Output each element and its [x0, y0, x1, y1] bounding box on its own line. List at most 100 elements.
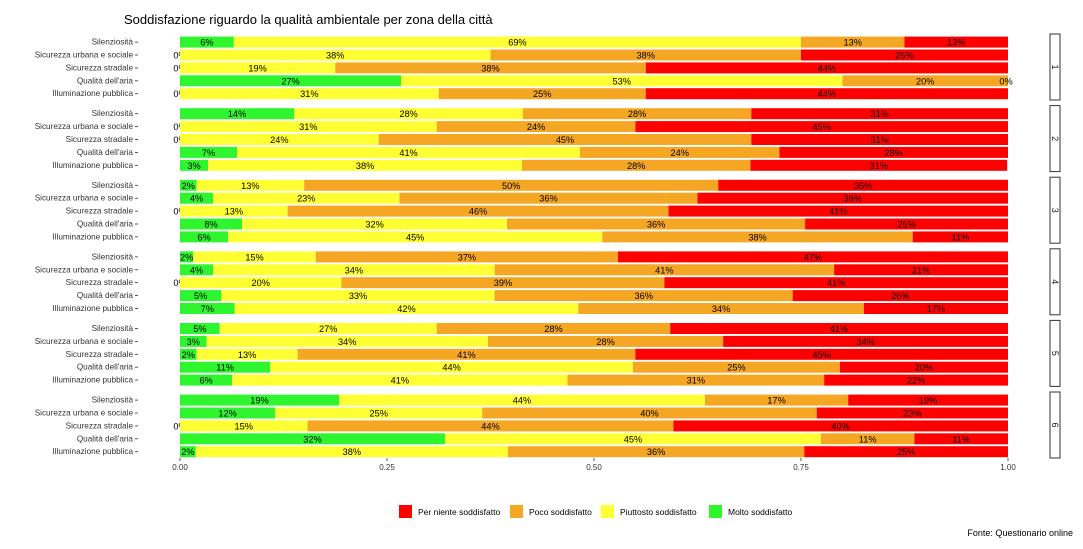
category-label-sicurezza-urbana-e-sociale: Sicurezza urbana e sociale — [35, 337, 134, 346]
category-label-sicurezza-stradale: Sicurezza stradale — [66, 63, 134, 72]
bar-segment-molto-soddisfatto — [180, 303, 235, 314]
bar-segment-piuttosto-soddisfatto — [180, 134, 379, 145]
bar-segment-poco-soddisfatto — [522, 108, 752, 120]
data-label: 20% — [915, 363, 933, 373]
data-label: 15% — [235, 421, 253, 431]
data-label: 25% — [533, 89, 551, 99]
bar-segment-per-niente-soddisfatto — [751, 134, 1008, 145]
bar-segment-poco-soddisfatto — [842, 75, 1008, 87]
bar-segment-molto-soddisfatto — [180, 323, 220, 334]
data-label: 25% — [897, 447, 915, 457]
category-label-illuminazione-pubblica: Illuminazione pubblica — [52, 161, 133, 170]
data-label: 45% — [813, 122, 831, 132]
category-label-sicurezza-stradale: Sicurezza stradale — [66, 421, 134, 430]
data-label: 11% — [952, 434, 970, 444]
data-label: 40% — [832, 421, 850, 431]
bar-segment-molto-soddisfatto — [180, 264, 214, 276]
data-label: 17% — [927, 304, 945, 314]
data-label: 0% — [999, 76, 1012, 86]
data-label: 25% — [370, 409, 388, 419]
data-label: 27% — [281, 76, 299, 86]
category-label-sicurezza-stradale: Sicurezza stradale — [66, 135, 134, 144]
bar-segment-per-niente-soddisfatto — [834, 264, 1008, 276]
data-label: 32% — [303, 434, 321, 444]
data-label: 24% — [270, 135, 288, 145]
bar-segment-per-niente-soddisfatto — [718, 179, 1008, 191]
x-tick-label: 0.25 — [379, 463, 395, 472]
bar-segment-molto-soddisfatto — [180, 361, 271, 373]
category-label-silenziosita: Silenziosità — [92, 252, 134, 261]
bar-segment-per-niente-soddisfatto — [804, 446, 1008, 458]
bar-segment-per-niente-soddisfatto — [904, 36, 1008, 48]
data-label: 53% — [613, 76, 631, 86]
data-label: 41% — [391, 376, 409, 386]
data-label: 38% — [326, 51, 344, 61]
bar-segment-piuttosto-soddisfatto — [270, 361, 633, 373]
data-label: 23% — [903, 409, 921, 419]
bar-segment-poco-soddisfatto — [482, 407, 817, 419]
data-label: 3% — [187, 337, 200, 347]
data-label: 7% — [201, 304, 214, 314]
bar-segment-piuttosto-soddisfatto — [401, 75, 843, 87]
bar-segment-poco-soddisfatto — [490, 49, 801, 61]
category-label-illuminazione-pubblica: Illuminazione pubblica — [52, 304, 133, 313]
bar-segment-piuttosto-soddisfatto — [242, 218, 508, 230]
legend-key-per-niente-soddisfatto — [399, 505, 412, 518]
bar-segment-poco-soddisfatto — [307, 420, 674, 432]
bar-segment-molto-soddisfatto — [180, 192, 214, 204]
bar-segment-per-niente-soddisfatto — [805, 218, 1008, 230]
facet-label-3: 3 — [1050, 208, 1060, 213]
data-label: 34% — [856, 337, 874, 347]
x-tick-label: 0.00 — [172, 463, 188, 472]
category-label-sicurezza-urbana-e-sociale: Sicurezza urbana e sociale — [35, 265, 134, 274]
data-label: 28% — [628, 109, 646, 119]
category-label-illuminazione-pubblica: Illuminazione pubblica — [52, 232, 133, 241]
bar-segment-piuttosto-soddisfatto — [444, 433, 821, 445]
data-label: 28% — [544, 324, 562, 334]
data-label: 5% — [193, 324, 206, 334]
data-label: 2% — [180, 252, 193, 262]
bar-segment-piuttosto-soddisfatto — [228, 231, 603, 243]
x-tick-label: 0.50 — [586, 463, 602, 472]
data-label: 44% — [513, 396, 531, 406]
data-label: 6% — [199, 376, 212, 386]
data-label: 41% — [830, 324, 848, 334]
data-label: 44% — [442, 363, 460, 373]
data-label: 13% — [241, 181, 259, 191]
bar-segment-piuttosto-soddisfatto — [180, 88, 439, 100]
x-tick-label: 0.75 — [793, 463, 809, 472]
data-label: 13% — [947, 38, 965, 48]
bar-segment-piuttosto-soddisfatto — [275, 407, 483, 419]
legend-key-molto-soddisfatto — [709, 505, 722, 518]
bar-segment-per-niente-soddisfatto — [635, 348, 1008, 360]
bar-segment-poco-soddisfatto — [297, 348, 636, 360]
bar-segment-per-niente-soddisfatto — [664, 277, 1008, 289]
data-label: 38% — [356, 161, 374, 171]
data-label: 34% — [712, 304, 730, 314]
data-label: 28% — [627, 161, 645, 171]
chart-title: Soddisfazione riguardo la qualità ambien… — [124, 12, 493, 27]
data-label: 7% — [202, 148, 215, 158]
bar-segment-piuttosto-soddisfatto — [180, 205, 288, 217]
category-label-sicurezza-stradale: Sicurezza stradale — [66, 278, 134, 287]
bar-segment-molto-soddisfatto — [180, 407, 276, 419]
category-label-qualita-dell-aria: Qualità dell'aria — [77, 148, 134, 157]
bar-segment-piuttosto-soddisfatto — [213, 264, 495, 276]
bar-segment-per-niente-soddisfatto — [801, 49, 1008, 61]
data-label: 31% — [300, 89, 318, 99]
category-label-silenziosita: Silenziosità — [92, 324, 134, 333]
legend-key-piuttosto-soddisfatto — [601, 505, 614, 518]
bar-segment-molto-soddisfatto — [180, 433, 445, 445]
facet-strip-3 — [1049, 176, 1061, 244]
data-label: 4% — [190, 265, 203, 275]
category-label-sicurezza-urbana-e-sociale: Sicurezza urbana e sociale — [35, 194, 134, 203]
bar-segment-piuttosto-soddisfatto — [195, 446, 508, 458]
data-label: 45% — [813, 350, 831, 360]
data-label: 27% — [319, 324, 337, 334]
data-label: 38% — [637, 51, 655, 61]
bar-segment-molto-soddisfatto — [180, 146, 238, 158]
facet-label-4: 4 — [1050, 279, 1060, 284]
bar-segment-poco-soddisfatto — [632, 361, 840, 373]
bar-segment-per-niente-soddisfatto — [848, 394, 1008, 406]
